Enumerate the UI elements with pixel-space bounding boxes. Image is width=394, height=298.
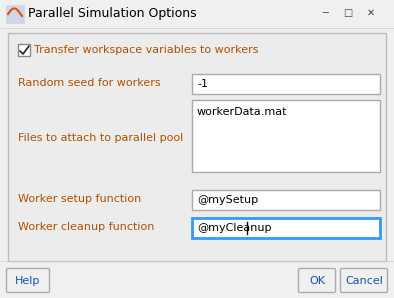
Bar	[0, 0, 394, 28]
Text: Parallel Simulation Options: Parallel Simulation Options	[28, 7, 197, 21]
Text: @myCleanup: @myCleanup	[197, 223, 271, 233]
Text: Worker cleanup function: Worker cleanup function	[18, 222, 154, 232]
Text: □: □	[344, 8, 353, 18]
Bar	[18, 44, 30, 56]
Text: -1: -1	[197, 79, 208, 89]
Text: @mySetup: @mySetup	[197, 195, 258, 205]
Text: workerData.mat: workerData.mat	[197, 107, 288, 117]
Text: Files to attach to parallel pool: Files to attach to parallel pool	[18, 133, 183, 143]
Bar	[192, 100, 380, 172]
FancyBboxPatch shape	[299, 268, 336, 293]
Bar	[6, 5, 24, 23]
Text: Help: Help	[15, 275, 41, 285]
Text: Worker setup function: Worker setup function	[18, 194, 141, 204]
Text: ✕: ✕	[367, 8, 375, 18]
Bar	[192, 218, 380, 238]
Text: Random seed for workers: Random seed for workers	[18, 78, 161, 88]
Bar	[192, 74, 380, 94]
Text: Transfer workspace variables to workers: Transfer workspace variables to workers	[34, 45, 258, 55]
Text: OK: OK	[309, 275, 325, 285]
Text: Cancel: Cancel	[345, 275, 383, 285]
Bar	[192, 190, 380, 210]
FancyBboxPatch shape	[340, 268, 388, 293]
Text: ─: ─	[322, 8, 328, 18]
FancyBboxPatch shape	[6, 268, 50, 293]
Bar	[8, 33, 386, 261]
